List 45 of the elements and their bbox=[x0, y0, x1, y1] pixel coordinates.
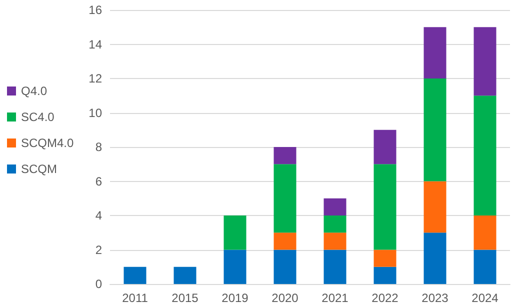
bar bbox=[424, 232, 446, 284]
bar bbox=[374, 164, 396, 250]
bar bbox=[324, 232, 346, 250]
bar bbox=[324, 198, 346, 216]
x-tick-label: 2022 bbox=[372, 291, 399, 305]
y-tick-label: 2 bbox=[95, 242, 102, 257]
y-tick-label: 16 bbox=[88, 3, 102, 17]
y-tick-label: 8 bbox=[95, 140, 102, 154]
y-tick-label: 14 bbox=[88, 37, 102, 52]
bar bbox=[424, 78, 446, 182]
x-tick-label: 2019 bbox=[222, 291, 249, 305]
bar bbox=[474, 27, 496, 96]
bar bbox=[474, 250, 496, 284]
bar bbox=[374, 130, 396, 164]
x-tick-label: 2011 bbox=[122, 291, 148, 305]
bar bbox=[474, 216, 496, 250]
x-tick-label: 2024 bbox=[472, 291, 499, 305]
bar bbox=[224, 250, 246, 284]
bar bbox=[174, 266, 196, 284]
y-tick-label: 10 bbox=[88, 106, 102, 120]
legend-label: Q4.0 bbox=[21, 84, 48, 98]
x-tick-label: 2023 bbox=[422, 291, 449, 305]
bar bbox=[374, 250, 396, 267]
bar bbox=[274, 250, 296, 284]
bar bbox=[474, 96, 496, 216]
x-tick-label: 2020 bbox=[272, 291, 299, 305]
y-tick-label: 12 bbox=[88, 72, 102, 86]
legend-label: SCQM4.0 bbox=[21, 136, 74, 150]
x-tick-label: 2015 bbox=[172, 291, 199, 305]
bar bbox=[424, 181, 446, 233]
bar bbox=[374, 266, 396, 284]
bar bbox=[424, 27, 446, 78]
y-tick-label: 6 bbox=[95, 174, 102, 188]
bar bbox=[324, 250, 346, 284]
y-tick-label: 4 bbox=[95, 208, 102, 222]
legend-label: SC4.0 bbox=[21, 110, 55, 124]
bar bbox=[224, 216, 246, 250]
legend-label: SCQM bbox=[21, 162, 58, 176]
bar bbox=[274, 164, 296, 233]
y-tick-label: 0 bbox=[95, 277, 102, 291]
bar bbox=[274, 232, 296, 250]
bar bbox=[124, 266, 146, 284]
x-tick-label: 2021 bbox=[322, 291, 349, 305]
bar bbox=[274, 147, 296, 164]
bar bbox=[324, 216, 346, 233]
